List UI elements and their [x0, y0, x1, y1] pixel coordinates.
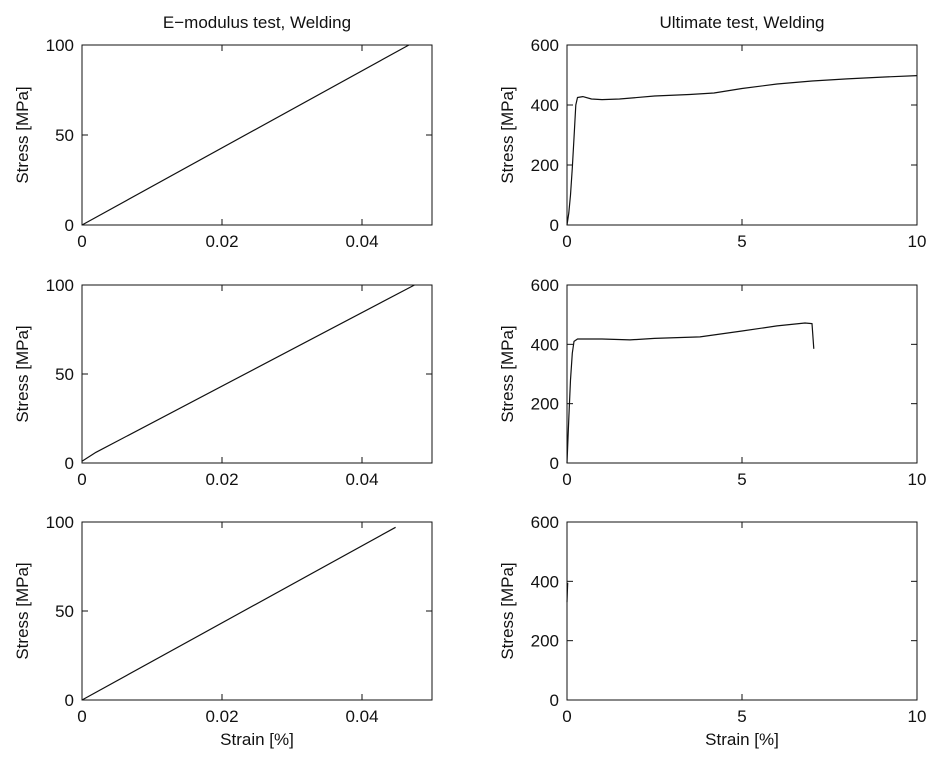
x-tick-label: 0	[562, 470, 571, 489]
subplot-1: 0 0.02 0.04 0 50 100 Stress [MPa] E−modulus tes…	[13, 13, 433, 251]
y-tick-label: 600	[531, 36, 559, 55]
x-tick-label: 5	[737, 470, 746, 489]
y-tick-label: 400	[531, 96, 559, 115]
x-tick-label: 0.02	[205, 707, 238, 726]
y-tick-label: 600	[531, 276, 559, 295]
series-line	[81, 526, 396, 701]
series-line	[81, 284, 415, 462]
x-tick-label: 0	[77, 707, 86, 726]
y-axis-label: Stress [MPa]	[498, 562, 517, 659]
subplot-6: 0 5 10 0 200 400 600 Stress [MPa] Strain [%]	[498, 513, 926, 749]
y-tick-label: 0	[65, 454, 74, 473]
series-line	[566, 322, 815, 464]
x-tick-label: 0.04	[345, 232, 378, 251]
y-tick-label: 0	[550, 216, 559, 235]
y-axis-label: Stress [MPa]	[13, 562, 32, 659]
y-tick-label: 0	[65, 691, 74, 710]
x-tick-label: 5	[737, 232, 746, 251]
series-line	[566, 582, 569, 603]
x-axis-label: Strain [%]	[220, 730, 294, 749]
series-line	[566, 75, 918, 226]
y-tick-label: 100	[46, 513, 74, 532]
y-tick-label: 50	[55, 365, 74, 384]
y-tick-label: 100	[46, 36, 74, 55]
x-tick-label: 0.04	[345, 707, 378, 726]
y-tick-label: 200	[531, 632, 559, 651]
y-tick-label: 600	[531, 513, 559, 532]
y-tick-label: 100	[46, 276, 74, 295]
y-tick-label: 400	[531, 572, 559, 591]
y-tick-label: 200	[531, 156, 559, 175]
y-axis-label: Stress [MPa]	[498, 86, 517, 183]
x-tick-label: 5	[737, 707, 746, 726]
x-tick-label: 0	[562, 707, 571, 726]
x-tick-label: 0	[77, 232, 86, 251]
y-tick-label: 0	[550, 454, 559, 473]
plot-frame	[81, 521, 433, 701]
y-axis-label: Stress [MPa]	[498, 325, 517, 422]
x-tick-label: 10	[908, 470, 927, 489]
chart-title: E−modulus test, Welding	[163, 13, 351, 32]
y-tick-label: 0	[550, 691, 559, 710]
y-axis-label: Stress [MPa]	[13, 325, 32, 422]
x-tick-label: 0.02	[205, 470, 238, 489]
plot-frame	[81, 44, 433, 226]
y-tick-label: 0	[65, 216, 74, 235]
y-tick-label: 200	[531, 395, 559, 414]
series-line	[81, 44, 410, 226]
plot-frame	[566, 44, 918, 226]
x-axis-label: Strain [%]	[705, 730, 779, 749]
x-tick-label: 10	[908, 232, 927, 251]
plot-frame	[81, 284, 433, 464]
y-tick-label: 50	[55, 126, 74, 145]
subplot-3: 0 0.02 0.04 0 50 100 Stress [MPa]	[13, 276, 433, 489]
x-tick-label: 0	[562, 232, 571, 251]
subplot-4: 0 5 10 0 200 400 600 Stress [MPa]	[498, 276, 926, 489]
x-tick-label: 0	[77, 470, 86, 489]
x-tick-label: 0.02	[205, 232, 238, 251]
y-axis-label: Stress [MPa]	[13, 86, 32, 183]
subplot-2: 0 5 10 0 200 400 600 Stress [MPa] Ultimate test,…	[498, 13, 926, 251]
plot-frame	[566, 521, 918, 701]
subplot-5: 0 0.02 0.04 0 50 100 Stress [MPa] Strain [%]	[13, 513, 433, 749]
chart-title: Ultimate test, Welding	[659, 13, 824, 32]
y-tick-label: 50	[55, 602, 74, 621]
plot-frame	[566, 284, 918, 464]
x-tick-label: 0.04	[345, 470, 378, 489]
x-tick-label: 10	[908, 707, 927, 726]
y-tick-label: 400	[531, 335, 559, 354]
